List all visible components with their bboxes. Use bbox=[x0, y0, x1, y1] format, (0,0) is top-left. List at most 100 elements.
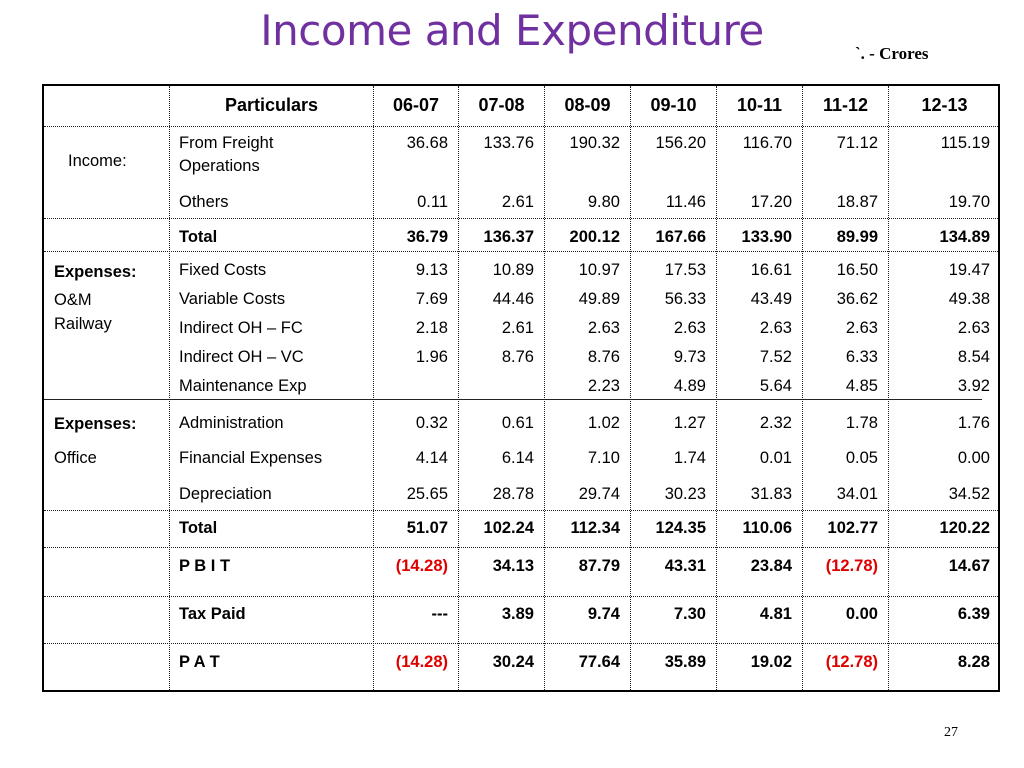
row-divider bbox=[44, 126, 998, 127]
group-label-office: Office bbox=[54, 449, 97, 467]
table-cell: 7.52 bbox=[759, 348, 792, 366]
table-cell: 3.89 bbox=[501, 605, 534, 623]
table-cell: 0.11 bbox=[417, 193, 448, 211]
table-cell: 17.53 bbox=[664, 261, 706, 279]
table-cell: 200.12 bbox=[569, 228, 620, 246]
table-cell: 44.46 bbox=[492, 290, 534, 308]
table-cell: 1.96 bbox=[415, 348, 448, 366]
col-divider bbox=[802, 86, 803, 690]
table-cell: 16.61 bbox=[750, 261, 792, 279]
table-cell: 77.64 bbox=[578, 653, 620, 671]
table-cell: 2.63 bbox=[957, 319, 990, 337]
table-cell: 102.77 bbox=[827, 519, 878, 537]
table-cell: 10.97 bbox=[578, 261, 620, 279]
row-divider bbox=[44, 218, 998, 219]
table-cell: 7.30 bbox=[673, 605, 706, 623]
group-label-expenses: Expenses: bbox=[54, 415, 137, 433]
page-number: 27 bbox=[944, 725, 958, 740]
row-divider bbox=[44, 510, 998, 511]
table-cell: 19.70 bbox=[948, 193, 990, 211]
table-cell: 30.24 bbox=[492, 653, 534, 671]
table-cell: 36.62 bbox=[836, 290, 878, 308]
table-cell: 1.76 bbox=[957, 414, 990, 432]
col-divider bbox=[373, 86, 374, 690]
table-cell: 30.23 bbox=[664, 485, 706, 503]
column-header-year: 06-07 bbox=[392, 95, 440, 115]
table-cell: 2.23 bbox=[587, 377, 620, 395]
table-cell: (14.28) bbox=[395, 653, 448, 671]
table-cell: 11.46 bbox=[665, 193, 706, 211]
table-cell: 124.35 bbox=[655, 519, 706, 537]
table-cell: 17.20 bbox=[750, 193, 792, 211]
table-cell: 2.18 bbox=[415, 319, 448, 337]
column-header-year: 09-10 bbox=[650, 95, 697, 115]
table-cell: 2.63 bbox=[845, 319, 878, 337]
table-cell: 34.52 bbox=[948, 485, 990, 503]
table-cell: 10.89 bbox=[492, 261, 534, 279]
table-cell: 2.63 bbox=[673, 319, 706, 337]
table-cell: 36.68 bbox=[406, 134, 448, 152]
table-cell: 89.99 bbox=[836, 228, 878, 246]
group-label-om: O&M bbox=[54, 291, 92, 309]
table-cell: 4.85 bbox=[845, 377, 878, 395]
table-cell: 9.73 bbox=[673, 348, 706, 366]
table-cell: 6.14 bbox=[501, 449, 534, 467]
row-label: From Freight bbox=[179, 134, 274, 152]
table-cell: 102.24 bbox=[483, 519, 534, 537]
row-label: Fixed Costs bbox=[179, 261, 267, 279]
table-cell: 34.01 bbox=[836, 485, 878, 503]
row-label: Others bbox=[179, 193, 229, 211]
table-cell: 49.89 bbox=[578, 290, 620, 308]
row-label: Indirect OH – VC bbox=[179, 348, 304, 366]
column-header-year: 10-11 bbox=[736, 95, 783, 115]
table-cell: 0.01 bbox=[759, 449, 792, 467]
row-divider bbox=[44, 399, 982, 400]
table-cell: 7.69 bbox=[415, 290, 448, 308]
column-header-year: 08-09 bbox=[564, 95, 611, 115]
table-cell: 16.50 bbox=[836, 261, 878, 279]
table-cell: 0.00 bbox=[845, 605, 878, 623]
row-divider bbox=[44, 643, 998, 644]
table-cell: 34.13 bbox=[492, 557, 534, 575]
row-label: Total bbox=[179, 519, 218, 537]
table-cell: 43.31 bbox=[664, 557, 706, 575]
table-cell: 23.84 bbox=[750, 557, 792, 575]
row-label: Variable Costs bbox=[179, 290, 286, 308]
col-divider bbox=[544, 86, 545, 690]
table-cell: 71.12 bbox=[836, 134, 878, 152]
slide-title: Income and Expenditure bbox=[260, 6, 764, 55]
table-cell: 51.07 bbox=[406, 519, 448, 537]
column-header-year: 12-13 bbox=[921, 95, 968, 115]
table-cell: 29.74 bbox=[578, 485, 620, 503]
table-cell: 2.63 bbox=[587, 319, 620, 337]
column-header-year: 11-12 bbox=[822, 95, 869, 115]
row-label: P A T bbox=[179, 653, 220, 671]
table-cell: 8.54 bbox=[957, 348, 990, 366]
table-cell: 25.65 bbox=[406, 485, 448, 503]
column-header-particulars: Particulars bbox=[224, 95, 319, 115]
col-divider bbox=[458, 86, 459, 690]
table-cell: 133.76 bbox=[483, 134, 534, 152]
col-divider bbox=[169, 86, 170, 690]
table-cell: 190.32 bbox=[569, 134, 620, 152]
table-cell: 2.61 bbox=[501, 193, 534, 211]
table-cell: 4.89 bbox=[673, 377, 706, 395]
table-cell: 5.64 bbox=[759, 377, 792, 395]
table-cell: 1.74 bbox=[673, 449, 706, 467]
table-cell: 134.89 bbox=[939, 228, 990, 246]
table-cell: (12.78) bbox=[825, 653, 878, 671]
col-divider bbox=[888, 86, 889, 690]
table-cell: 49.38 bbox=[948, 290, 990, 308]
table-cell: (14.28) bbox=[395, 557, 448, 575]
table-cell: 9.74 bbox=[587, 605, 620, 623]
group-label-income: Income: bbox=[68, 152, 127, 170]
table-cell: 116.70 bbox=[742, 134, 792, 152]
table-cell: 19.47 bbox=[948, 261, 990, 279]
table-cell: 8.76 bbox=[587, 348, 620, 366]
table-cell: 136.37 bbox=[483, 228, 534, 246]
table-cell: 0.00 bbox=[957, 449, 990, 467]
table-cell: 0.32 bbox=[415, 414, 448, 432]
table-cell: 8.28 bbox=[957, 653, 990, 671]
table-cell: 3.92 bbox=[957, 377, 990, 395]
group-label-expenses: Expenses: bbox=[54, 263, 137, 281]
